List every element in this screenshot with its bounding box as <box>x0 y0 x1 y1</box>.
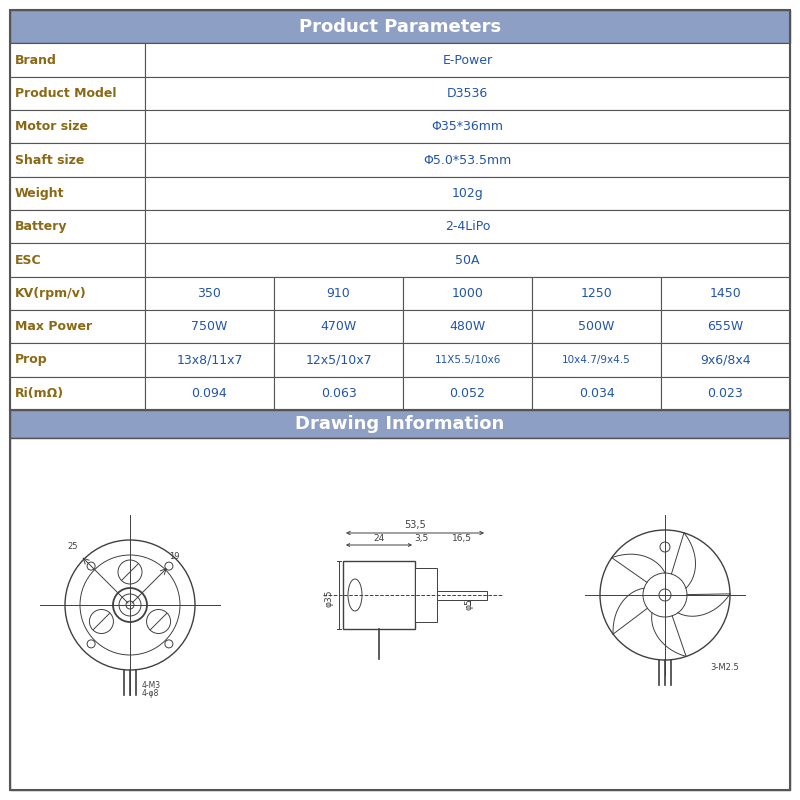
Bar <box>661 277 790 310</box>
Bar <box>10 43 145 77</box>
Text: 50A: 50A <box>455 254 480 266</box>
Bar <box>10 10 790 43</box>
Text: Ri(mΩ): Ri(mΩ) <box>15 387 64 400</box>
Text: 470W: 470W <box>320 320 357 333</box>
Text: 102g: 102g <box>452 187 483 200</box>
Text: 13x8/11x7: 13x8/11x7 <box>176 354 242 366</box>
Text: 0.034: 0.034 <box>578 387 614 400</box>
Text: Brand: Brand <box>15 54 57 66</box>
Bar <box>145 77 790 110</box>
Bar <box>10 143 145 177</box>
Bar <box>145 310 274 343</box>
Text: 2-4LiPo: 2-4LiPo <box>445 220 490 233</box>
Bar <box>343 561 415 629</box>
Bar <box>10 243 145 277</box>
Bar <box>274 377 403 410</box>
Text: 4-φ8: 4-φ8 <box>142 689 159 698</box>
Bar <box>274 310 403 343</box>
Bar <box>145 110 790 143</box>
Text: 3-M2.5: 3-M2.5 <box>710 663 738 672</box>
Bar <box>274 277 403 310</box>
Text: Prop: Prop <box>15 354 48 366</box>
Text: 53,5: 53,5 <box>404 520 426 530</box>
Bar <box>145 177 790 210</box>
Text: Max Power: Max Power <box>15 320 92 333</box>
Bar <box>274 343 403 377</box>
Bar <box>10 438 790 790</box>
Bar <box>10 10 790 410</box>
Text: 750W: 750W <box>191 320 228 333</box>
Text: Motor size: Motor size <box>15 120 88 133</box>
Text: 9x6/8x4: 9x6/8x4 <box>700 354 751 366</box>
Bar <box>10 177 145 210</box>
Bar <box>10 410 790 438</box>
Bar <box>403 377 532 410</box>
Bar <box>145 277 274 310</box>
Bar <box>10 77 145 110</box>
Bar <box>10 277 145 310</box>
Text: 0.094: 0.094 <box>192 387 227 400</box>
Bar <box>145 243 790 277</box>
Text: 19: 19 <box>169 552 179 561</box>
Bar <box>10 310 145 343</box>
Text: 910: 910 <box>326 287 350 300</box>
Bar <box>10 110 145 143</box>
Bar <box>145 143 790 177</box>
Bar <box>532 310 661 343</box>
Text: 4-M3: 4-M3 <box>142 681 161 690</box>
Text: 11X5.5/10x6: 11X5.5/10x6 <box>434 355 501 365</box>
Text: 24: 24 <box>374 534 385 543</box>
Bar <box>403 310 532 343</box>
Text: 1250: 1250 <box>581 287 612 300</box>
Text: E-Power: E-Power <box>442 54 493 66</box>
Bar <box>532 377 661 410</box>
Text: 1450: 1450 <box>710 287 742 300</box>
Text: 0.023: 0.023 <box>708 387 743 400</box>
Bar <box>403 343 532 377</box>
Text: 0.052: 0.052 <box>450 387 486 400</box>
Text: φ5: φ5 <box>465 598 474 610</box>
Text: Product Parameters: Product Parameters <box>299 18 501 36</box>
Text: 480W: 480W <box>450 320 486 333</box>
Bar <box>145 43 790 77</box>
Text: 500W: 500W <box>578 320 614 333</box>
Text: Φ35*36mm: Φ35*36mm <box>431 120 503 133</box>
Bar <box>10 410 790 790</box>
Bar <box>532 343 661 377</box>
Bar <box>10 210 145 243</box>
Bar <box>145 343 274 377</box>
Text: φ35: φ35 <box>325 590 334 607</box>
Bar <box>532 277 661 310</box>
Text: 1000: 1000 <box>451 287 483 300</box>
Text: 350: 350 <box>198 287 222 300</box>
Text: 655W: 655W <box>707 320 744 333</box>
Text: 0.063: 0.063 <box>321 387 356 400</box>
Bar <box>415 568 437 622</box>
Bar <box>10 343 145 377</box>
Text: Weight: Weight <box>15 187 65 200</box>
Text: 3,5: 3,5 <box>414 534 428 543</box>
Bar <box>145 377 274 410</box>
Text: 10x4.7/9x4.5: 10x4.7/9x4.5 <box>562 355 631 365</box>
Bar <box>10 377 145 410</box>
Bar <box>437 590 487 599</box>
Bar <box>403 277 532 310</box>
Text: Φ5.0*53.5mm: Φ5.0*53.5mm <box>423 154 512 166</box>
Text: 12x5/10x7: 12x5/10x7 <box>305 354 372 366</box>
Text: ESC: ESC <box>15 254 42 266</box>
Bar <box>661 377 790 410</box>
Text: 16,5: 16,5 <box>452 534 472 543</box>
Text: Shaft size: Shaft size <box>15 154 84 166</box>
Bar <box>661 343 790 377</box>
Text: Battery: Battery <box>15 220 67 233</box>
Text: D3536: D3536 <box>447 87 488 100</box>
Bar <box>145 210 790 243</box>
Text: Drawing Information: Drawing Information <box>295 415 505 433</box>
Text: 25: 25 <box>67 542 78 550</box>
Text: Product Model: Product Model <box>15 87 117 100</box>
Text: KV(rpm/v): KV(rpm/v) <box>15 287 86 300</box>
Bar <box>661 310 790 343</box>
